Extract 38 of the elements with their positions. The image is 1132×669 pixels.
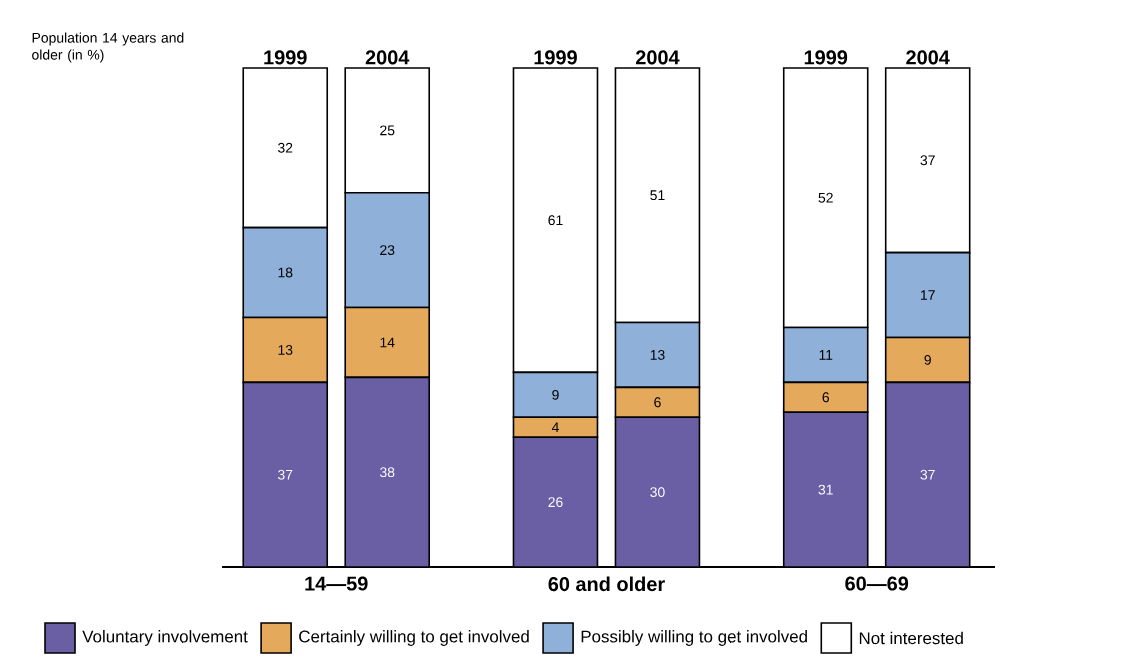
x-tick-label: 2004 [635,50,680,65]
x-tick-label: 2004 [906,50,950,65]
data-label: 52 [818,192,833,203]
x-tick-label: 1999 [804,50,848,65]
legend-label: Voluntary involvement [82,630,248,646]
data-label: 37 [920,469,935,480]
data-label: 6 [654,397,661,408]
data-label: 23 [380,245,395,256]
legend-label: Certainly willing to get involved [299,630,529,646]
data-label: 18 [278,267,293,278]
x-tick-label: 1999 [264,50,307,65]
x-tick-label: 2004 [365,50,410,65]
data-label: 13 [278,344,293,355]
data-label: 38 [379,467,395,478]
data-label: 14 [380,337,395,348]
data-label: 31 [818,484,833,495]
data-label: 26 [548,497,563,508]
text: 60—69 [845,576,909,591]
data-label: 6 [822,392,829,403]
legend-label: Not interested [859,631,963,645]
y-axis-title: Population 14 years and older (in %) [32,32,184,63]
data-label: 17 [921,290,935,300]
legend-label: Possibly willing to get involved [581,630,807,646]
data-label: 61 [548,215,563,226]
data-label: 13 [650,349,665,360]
data-label: 51 [650,190,665,201]
data-label: 25 [380,125,395,136]
data-label: 30 [650,487,665,498]
text: 60 and older [548,576,665,592]
data-label: 4 [551,422,559,433]
data-label: 32 [278,142,293,153]
data-label: 9 [924,354,931,365]
data-label: 9 [552,389,559,400]
data-label: 37 [920,155,935,166]
data-label: 37 [278,469,293,480]
data-label: 11 [819,350,833,360]
x-tick-label: 1999 [534,50,577,65]
text: 14—59 [305,576,368,591]
